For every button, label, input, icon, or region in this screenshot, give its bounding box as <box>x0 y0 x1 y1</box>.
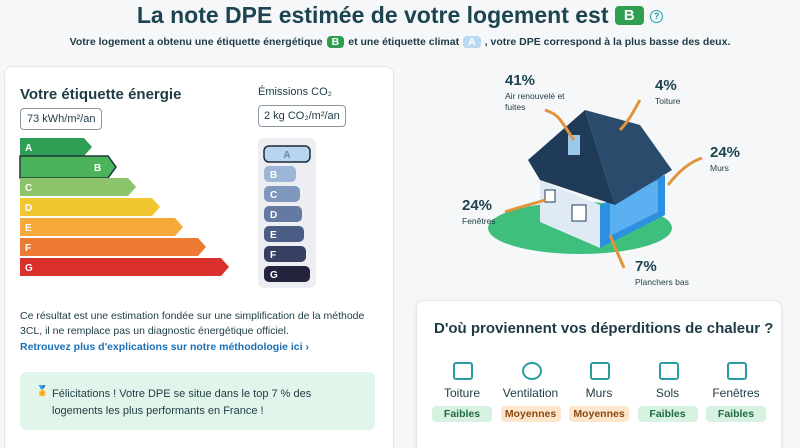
loss-share: 41% <box>505 72 536 89</box>
loss-label: Fenêtres <box>462 216 496 226</box>
item-icon <box>453 362 473 380</box>
panel-title: D'où proviennent vos déperditions de cha… <box>434 320 774 337</box>
energy-bar <box>20 258 229 276</box>
arrow <box>666 156 703 186</box>
climate-class: D <box>270 210 277 221</box>
subtitle-text: et une étiquette climat <box>348 36 460 48</box>
item-icon <box>658 362 679 380</box>
energy-class: A <box>25 143 32 154</box>
energy-bar <box>20 178 136 196</box>
loss-label: Planchers bas <box>635 277 689 287</box>
item-level: Moyennes <box>500 406 561 422</box>
congrats-text: Félicitations ! Votre DPE se situe dans … <box>52 388 312 417</box>
climate-class: C <box>270 190 277 201</box>
item-name: Toiture <box>443 386 481 400</box>
energy-class: C <box>25 183 32 194</box>
item-level: Faibles <box>637 406 698 422</box>
item-name: Fenêtres <box>712 386 760 400</box>
climate-class: F <box>270 250 276 261</box>
energy-bar <box>20 138 92 156</box>
climate-bar <box>264 186 300 202</box>
item-icon <box>521 362 542 380</box>
energy-title: Votre étiquette énergie <box>20 86 182 103</box>
header: La note DPE estimée de votre logement es… <box>0 2 800 29</box>
loss-label: Air renouvelé et fuites <box>505 91 565 112</box>
climate-class: G <box>270 270 278 281</box>
window <box>571 204 587 222</box>
climate-bar <box>264 206 302 222</box>
subtitle: Votre logement a obtenu une étiquette én… <box>0 36 800 48</box>
climate-bar <box>263 145 311 163</box>
inline-badge: A <box>463 36 481 48</box>
inline-badge: B <box>326 36 345 48</box>
climate-bar <box>264 246 306 262</box>
energy-value: 73 kWh/m²/an <box>20 108 103 130</box>
arrow <box>618 99 642 132</box>
item-name: Sols <box>655 386 680 400</box>
item-icon <box>590 362 610 380</box>
climate-class: B <box>270 170 277 181</box>
congrats-box <box>20 372 375 430</box>
subtitle-text: Votre logement a obtenu une étiquette én… <box>69 36 323 48</box>
grade-badge: B <box>614 6 644 25</box>
house-interior <box>610 180 658 236</box>
climate-bar <box>264 166 296 182</box>
arrow <box>544 108 576 141</box>
roof-front <box>528 110 615 205</box>
energy-bar <box>19 155 117 179</box>
loss-share: 4% <box>655 77 677 94</box>
item-level: Faibles <box>706 406 766 422</box>
energy-class: B <box>94 163 101 174</box>
energy-bar <box>20 238 206 256</box>
energy-bar <box>20 218 183 236</box>
climate-bar <box>264 266 310 282</box>
climate-bar <box>264 226 304 242</box>
item-level: Faibles <box>432 406 492 422</box>
energy-class: E <box>25 223 32 234</box>
loss-share: 24% <box>462 197 493 214</box>
loss-label: Murs <box>710 163 729 173</box>
loss-label: Toiture <box>655 96 681 106</box>
note: Ce résultat est une estimation fondée su… <box>20 310 365 337</box>
medal-icon: 🏅 <box>36 386 49 397</box>
energy-class: D <box>25 203 32 214</box>
climate-title: Émissions CO₂ <box>258 86 332 98</box>
energy-class: G <box>25 263 33 274</box>
loss-panel <box>416 300 782 448</box>
loss-share: 24% <box>710 144 741 161</box>
climate-value: 2 kg CO₂/m²/an <box>258 105 346 127</box>
item-icon <box>727 362 747 380</box>
energy-bar <box>20 198 160 216</box>
loss-share: 7% <box>635 258 657 275</box>
loss-arrows <box>504 99 703 269</box>
energy-class: F <box>25 243 31 254</box>
item-level: Moyennes <box>569 406 629 422</box>
arrow <box>504 198 546 214</box>
item-name: Murs <box>585 386 613 400</box>
window <box>544 189 556 203</box>
climate-class: E <box>270 230 277 241</box>
title: La note DPE estimée de votre logement es… <box>136 2 609 28</box>
climate-class: A <box>283 150 290 161</box>
subtitle-text: , votre DPE correspond à la plus basse d… <box>484 36 731 48</box>
roof-side <box>585 110 672 205</box>
arrow <box>608 234 626 269</box>
chimney <box>568 135 580 155</box>
method-link[interactable]: Retrouvez plus d'explications sur notre … <box>20 341 309 353</box>
item-name: Ventilation <box>502 386 559 400</box>
help-icon[interactable]: ? <box>650 10 664 23</box>
